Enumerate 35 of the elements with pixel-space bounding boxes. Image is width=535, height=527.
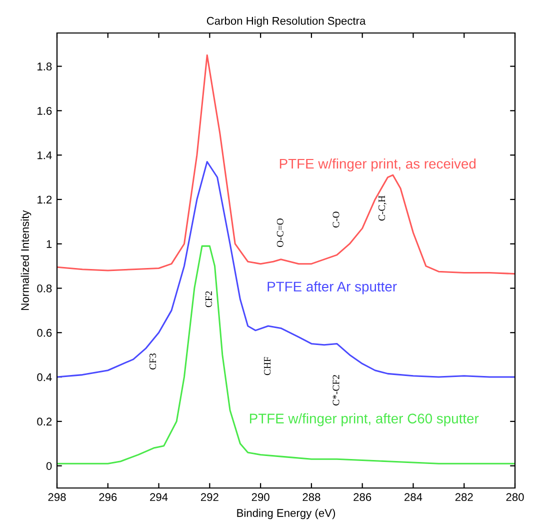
- y-tick-label: 1.8: [38, 62, 52, 70]
- annotation: CF2: [205, 291, 212, 308]
- series-label: PTFE w/finger print, as received: [280, 158, 476, 172]
- x-tick-label: 296: [99, 493, 117, 502]
- x-axis-title: Binding Energy (eV): [237, 508, 336, 520]
- y-axis-title: Normalized Intensity: [20, 210, 32, 310]
- annotation: CHF: [264, 356, 271, 376]
- x-tick-label: 280: [506, 493, 524, 502]
- chart-title: Carbon High Resolution Spectra: [206, 16, 366, 27]
- annotation: O-C=O: [276, 218, 284, 247]
- y-tick-label: 1.6: [38, 106, 52, 115]
- x-tick-label: 298: [48, 493, 66, 502]
- y-tick-label: 0.2: [37, 418, 52, 426]
- line-series: [57, 245, 515, 464]
- series-label: PTFE w/finger print, after C60 sputter: [250, 413, 479, 426]
- x-tick-label: 292: [200, 493, 218, 502]
- annotation: C*-CF2: [332, 375, 340, 406]
- y-tick-label: 1: [46, 240, 52, 248]
- annotation: CF3: [150, 354, 156, 370]
- x-tick-label: 290: [252, 493, 270, 502]
- annotation: C-C,H: [378, 196, 386, 221]
- x-tick-label: 282: [455, 493, 473, 502]
- text: PTFE after Ar sputter: [268, 281, 397, 294]
- x-tick-label: 288: [302, 493, 320, 502]
- y-tick-label: 0.8: [37, 284, 52, 292]
- line-series: [57, 54, 515, 275]
- x-tick-label: 286: [354, 493, 372, 502]
- y-tick-label: 0.4: [37, 373, 52, 382]
- y-tick-label: 1.2: [38, 196, 52, 204]
- annotation: C-O: [332, 212, 340, 228]
- y-tick-label: 0: [46, 462, 52, 470]
- x-tick-label: 284: [404, 493, 422, 502]
- y-tick-label: 0.6: [37, 328, 52, 337]
- y-tick-label: 1.4: [38, 151, 52, 160]
- x-tick-label: 294: [150, 493, 168, 502]
